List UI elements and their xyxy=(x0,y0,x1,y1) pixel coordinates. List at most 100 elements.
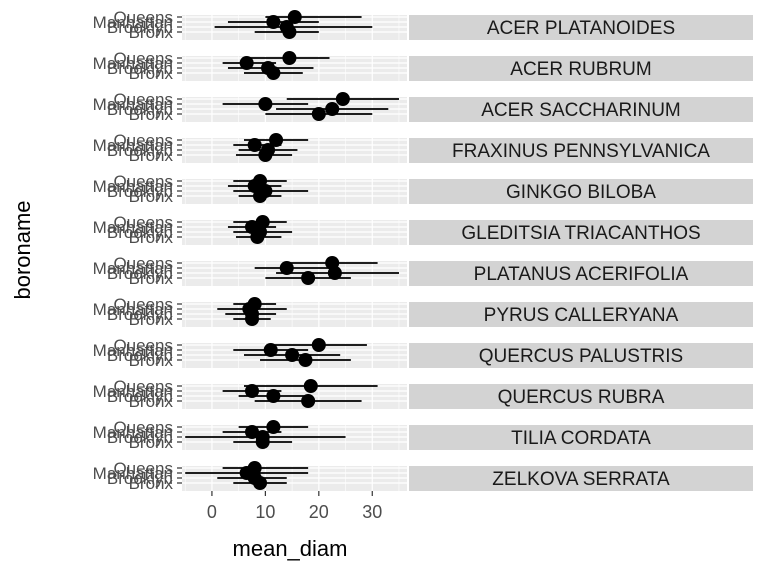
mean-point xyxy=(239,56,254,70)
mean-point xyxy=(269,133,284,147)
facet-strip-label: PYRUS CALLERYANA xyxy=(484,305,679,326)
facet-strip xyxy=(409,302,753,327)
y-tick-label: Manhattan xyxy=(93,464,173,483)
mean-point xyxy=(245,312,260,326)
y-tick-label: Queens xyxy=(113,418,173,437)
mean-point xyxy=(245,425,260,439)
y-tick-label: Brooklyn xyxy=(107,100,173,119)
facet-strip-label: ACER PLATANOIDES xyxy=(487,18,675,39)
y-tick-label: Queens xyxy=(113,295,173,314)
mean-point xyxy=(266,15,281,29)
facet-strip xyxy=(409,220,753,245)
mean-point xyxy=(282,51,297,65)
facet-strip-label: QUERCUS RUBRA xyxy=(498,387,665,408)
x-tick-label: 0 xyxy=(207,502,217,522)
x-axis: 0 10 20 30 xyxy=(207,491,382,522)
mean-point xyxy=(298,353,313,367)
mean-point xyxy=(253,476,268,490)
y-tick-label: Bronx xyxy=(129,228,174,247)
y-tick-label: Queens xyxy=(113,336,173,355)
y-tick-label: Manhattan xyxy=(93,218,173,237)
y-tick-label: Manhattan xyxy=(93,259,173,278)
y-tick-label: Brooklyn xyxy=(107,141,173,160)
y-tick-label: Manhattan xyxy=(93,382,173,401)
mean-point xyxy=(245,384,260,398)
mean-point xyxy=(266,389,281,403)
facet-strip xyxy=(409,384,753,409)
facet-strip-label: ACER RUBRUM xyxy=(510,59,651,80)
y-tick-label: Bronx xyxy=(129,64,174,83)
mean-point xyxy=(335,92,350,106)
y-tick-label: Bronx xyxy=(129,269,174,288)
x-axis-title: mean_diam xyxy=(233,536,348,561)
mean-point xyxy=(263,343,278,357)
mean-point xyxy=(311,338,326,352)
mean-point xyxy=(325,102,340,116)
facet-strip-label: GINKGO BILOBA xyxy=(506,182,656,203)
y-tick-label: Brooklyn xyxy=(107,387,173,406)
y-tick-label: Queens xyxy=(113,90,173,109)
facet-strip-label: FRAXINUS PENNSYLVANICA xyxy=(452,141,710,162)
facet-strip-label: ACER SACCHARINUM xyxy=(481,100,681,121)
mean-point xyxy=(285,348,300,362)
facet-strip-label: TILIA CORDATA xyxy=(511,428,651,449)
x-tick-label: 30 xyxy=(362,502,382,522)
y-tick-label: Manhattan xyxy=(93,13,173,32)
mean-point xyxy=(255,435,270,449)
y-tick-label: Bronx xyxy=(129,23,174,42)
x-tick-label: 20 xyxy=(309,502,329,522)
y-tick-label: Bronx xyxy=(129,474,174,493)
y-tick-label: Queens xyxy=(113,8,173,27)
y-tick-label: Queens xyxy=(113,254,173,273)
mean-point xyxy=(253,189,268,203)
y-tick-label: Manhattan xyxy=(93,423,173,442)
y-tick-label: Manhattan xyxy=(93,300,173,319)
y-tick-label: Brooklyn xyxy=(107,18,173,37)
facet-strip xyxy=(409,425,753,450)
facet-strip-label: GLEDITSIA TRIACANTHOS xyxy=(461,223,700,244)
y-tick-label: Bronx xyxy=(129,187,174,206)
y-tick-label: Brooklyn xyxy=(107,428,173,447)
y-tick-label: Bronx xyxy=(129,146,174,165)
y-tick-label: Brooklyn xyxy=(107,469,173,488)
y-tick-label: Brooklyn xyxy=(107,346,173,365)
mean-point xyxy=(287,10,302,24)
y-tick-label: Manhattan xyxy=(93,341,173,360)
y-tick-label: Queens xyxy=(113,377,173,396)
y-axis-title: boroname xyxy=(10,200,35,299)
mean-point xyxy=(301,394,316,408)
y-tick-label: Bronx xyxy=(129,433,174,452)
y-tick-label: Brooklyn xyxy=(107,59,173,78)
y-tick-label: Manhattan xyxy=(93,54,173,73)
y-tick-label: Queens xyxy=(113,131,173,150)
y-tick-label: Bronx xyxy=(129,105,174,124)
y-tick-label: Brooklyn xyxy=(107,305,173,324)
facet-strip xyxy=(409,15,753,40)
y-tick-label: Brooklyn xyxy=(107,264,173,283)
y-tick-label: Manhattan xyxy=(93,177,173,196)
y-tick-label: Bronx xyxy=(129,351,174,370)
mean-point xyxy=(279,261,294,275)
mean-point xyxy=(258,97,273,111)
mean-point xyxy=(311,107,326,121)
facet-strip xyxy=(409,138,753,163)
mean-point xyxy=(258,148,273,162)
y-tick-label: Queens xyxy=(113,49,173,68)
mean-point xyxy=(247,138,262,152)
mean-point xyxy=(303,379,318,393)
facet-strip-label: QUERCUS PALUSTRIS xyxy=(479,346,683,367)
facet-strip xyxy=(409,179,753,204)
facet-strip xyxy=(409,97,753,122)
